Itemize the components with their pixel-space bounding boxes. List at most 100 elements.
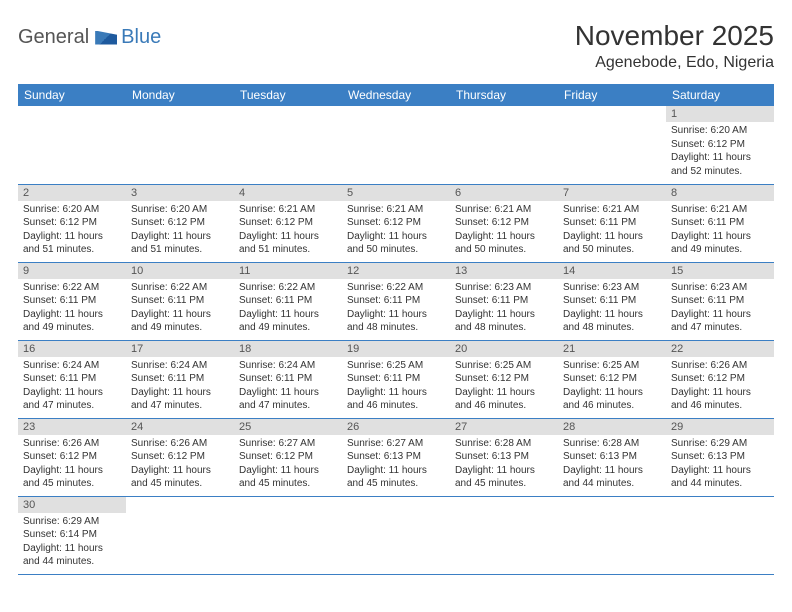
calendar-day-cell: 10Sunrise: 6:22 AMSunset: 6:11 PMDayligh… bbox=[126, 262, 234, 340]
day-number: 5 bbox=[342, 185, 450, 201]
daylight-line: Daylight: 11 hours and 46 minutes. bbox=[671, 386, 769, 413]
calendar-day-cell: 5Sunrise: 6:21 AMSunset: 6:12 PMDaylight… bbox=[342, 184, 450, 262]
sunset-line: Sunset: 6:12 PM bbox=[239, 216, 337, 230]
sunset-line: Sunset: 6:11 PM bbox=[23, 294, 121, 308]
sunrise-line: Sunrise: 6:26 AM bbox=[671, 359, 769, 373]
day-details: Sunrise: 6:21 AMSunset: 6:12 PMDaylight:… bbox=[234, 201, 342, 259]
day-number: 11 bbox=[234, 263, 342, 279]
day-details: Sunrise: 6:23 AMSunset: 6:11 PMDaylight:… bbox=[666, 279, 774, 337]
day-number: 24 bbox=[126, 419, 234, 435]
day-details: Sunrise: 6:27 AMSunset: 6:12 PMDaylight:… bbox=[234, 435, 342, 493]
day-number: 16 bbox=[18, 341, 126, 357]
day-details: Sunrise: 6:26 AMSunset: 6:12 PMDaylight:… bbox=[666, 357, 774, 415]
calendar-day-cell: 29Sunrise: 6:29 AMSunset: 6:13 PMDayligh… bbox=[666, 418, 774, 496]
sunrise-line: Sunrise: 6:27 AM bbox=[347, 437, 445, 451]
daylight-line: Daylight: 11 hours and 45 minutes. bbox=[347, 464, 445, 491]
calendar-day-cell: 16Sunrise: 6:24 AMSunset: 6:11 PMDayligh… bbox=[18, 340, 126, 418]
calendar-empty-cell bbox=[342, 496, 450, 574]
daylight-line: Daylight: 11 hours and 46 minutes. bbox=[347, 386, 445, 413]
day-header: Wednesday bbox=[342, 84, 450, 106]
sunrise-line: Sunrise: 6:25 AM bbox=[455, 359, 553, 373]
day-details: Sunrise: 6:20 AMSunset: 6:12 PMDaylight:… bbox=[126, 201, 234, 259]
day-number: 3 bbox=[126, 185, 234, 201]
day-number: 6 bbox=[450, 185, 558, 201]
daylight-line: Daylight: 11 hours and 51 minutes. bbox=[131, 230, 229, 257]
day-number: 17 bbox=[126, 341, 234, 357]
sunrise-line: Sunrise: 6:25 AM bbox=[563, 359, 661, 373]
sunrise-line: Sunrise: 6:28 AM bbox=[455, 437, 553, 451]
day-details: Sunrise: 6:21 AMSunset: 6:11 PMDaylight:… bbox=[666, 201, 774, 259]
day-details: Sunrise: 6:28 AMSunset: 6:13 PMDaylight:… bbox=[450, 435, 558, 493]
day-details: Sunrise: 6:27 AMSunset: 6:13 PMDaylight:… bbox=[342, 435, 450, 493]
day-details: Sunrise: 6:29 AMSunset: 6:14 PMDaylight:… bbox=[18, 513, 126, 571]
day-header: Thursday bbox=[450, 84, 558, 106]
sunset-line: Sunset: 6:11 PM bbox=[131, 294, 229, 308]
day-details: Sunrise: 6:22 AMSunset: 6:11 PMDaylight:… bbox=[18, 279, 126, 337]
calendar-day-cell: 9Sunrise: 6:22 AMSunset: 6:11 PMDaylight… bbox=[18, 262, 126, 340]
daylight-line: Daylight: 11 hours and 47 minutes. bbox=[671, 308, 769, 335]
daylight-line: Daylight: 11 hours and 45 minutes. bbox=[455, 464, 553, 491]
sunset-line: Sunset: 6:14 PM bbox=[23, 528, 121, 542]
calendar-week-row: 2Sunrise: 6:20 AMSunset: 6:12 PMDaylight… bbox=[18, 184, 774, 262]
calendar-body: 1Sunrise: 6:20 AMSunset: 6:12 PMDaylight… bbox=[18, 106, 774, 574]
sunset-line: Sunset: 6:12 PM bbox=[455, 216, 553, 230]
day-details: Sunrise: 6:24 AMSunset: 6:11 PMDaylight:… bbox=[126, 357, 234, 415]
sunset-line: Sunset: 6:12 PM bbox=[239, 450, 337, 464]
sunset-line: Sunset: 6:12 PM bbox=[671, 138, 769, 152]
sunrise-line: Sunrise: 6:27 AM bbox=[239, 437, 337, 451]
daylight-line: Daylight: 11 hours and 45 minutes. bbox=[239, 464, 337, 491]
calendar-day-cell: 6Sunrise: 6:21 AMSunset: 6:12 PMDaylight… bbox=[450, 184, 558, 262]
sunset-line: Sunset: 6:11 PM bbox=[239, 372, 337, 386]
sunrise-line: Sunrise: 6:24 AM bbox=[23, 359, 121, 373]
day-number: 7 bbox=[558, 185, 666, 201]
logo-text-blue: Blue bbox=[121, 26, 161, 49]
sunrise-line: Sunrise: 6:20 AM bbox=[23, 203, 121, 217]
day-header: Sunday bbox=[18, 84, 126, 106]
sunrise-line: Sunrise: 6:29 AM bbox=[671, 437, 769, 451]
sunrise-line: Sunrise: 6:28 AM bbox=[563, 437, 661, 451]
sunrise-line: Sunrise: 6:24 AM bbox=[239, 359, 337, 373]
day-details: Sunrise: 6:21 AMSunset: 6:12 PMDaylight:… bbox=[450, 201, 558, 259]
calendar-day-cell: 12Sunrise: 6:22 AMSunset: 6:11 PMDayligh… bbox=[342, 262, 450, 340]
sunset-line: Sunset: 6:11 PM bbox=[239, 294, 337, 308]
day-details: Sunrise: 6:25 AMSunset: 6:12 PMDaylight:… bbox=[450, 357, 558, 415]
sunrise-line: Sunrise: 6:21 AM bbox=[455, 203, 553, 217]
sunrise-line: Sunrise: 6:21 AM bbox=[671, 203, 769, 217]
sunrise-line: Sunrise: 6:20 AM bbox=[131, 203, 229, 217]
day-details: Sunrise: 6:24 AMSunset: 6:11 PMDaylight:… bbox=[18, 357, 126, 415]
calendar-empty-cell bbox=[126, 106, 234, 184]
daylight-line: Daylight: 11 hours and 48 minutes. bbox=[563, 308, 661, 335]
calendar-day-cell: 15Sunrise: 6:23 AMSunset: 6:11 PMDayligh… bbox=[666, 262, 774, 340]
daylight-line: Daylight: 11 hours and 48 minutes. bbox=[455, 308, 553, 335]
sunrise-line: Sunrise: 6:22 AM bbox=[239, 281, 337, 295]
day-number: 22 bbox=[666, 341, 774, 357]
day-details: Sunrise: 6:20 AMSunset: 6:12 PMDaylight:… bbox=[18, 201, 126, 259]
sunrise-line: Sunrise: 6:22 AM bbox=[23, 281, 121, 295]
daylight-line: Daylight: 11 hours and 49 minutes. bbox=[239, 308, 337, 335]
day-details: Sunrise: 6:28 AMSunset: 6:13 PMDaylight:… bbox=[558, 435, 666, 493]
calendar-empty-cell bbox=[342, 106, 450, 184]
calendar-day-cell: 3Sunrise: 6:20 AMSunset: 6:12 PMDaylight… bbox=[126, 184, 234, 262]
day-details: Sunrise: 6:26 AMSunset: 6:12 PMDaylight:… bbox=[18, 435, 126, 493]
calendar-day-cell: 2Sunrise: 6:20 AMSunset: 6:12 PMDaylight… bbox=[18, 184, 126, 262]
daylight-line: Daylight: 11 hours and 48 minutes. bbox=[347, 308, 445, 335]
day-details: Sunrise: 6:23 AMSunset: 6:11 PMDaylight:… bbox=[558, 279, 666, 337]
sunset-line: Sunset: 6:12 PM bbox=[455, 372, 553, 386]
day-details: Sunrise: 6:24 AMSunset: 6:11 PMDaylight:… bbox=[234, 357, 342, 415]
day-number: 15 bbox=[666, 263, 774, 279]
day-details: Sunrise: 6:22 AMSunset: 6:11 PMDaylight:… bbox=[342, 279, 450, 337]
calendar-week-row: 9Sunrise: 6:22 AMSunset: 6:11 PMDaylight… bbox=[18, 262, 774, 340]
day-number: 28 bbox=[558, 419, 666, 435]
sunrise-line: Sunrise: 6:21 AM bbox=[563, 203, 661, 217]
day-number: 12 bbox=[342, 263, 450, 279]
sunset-line: Sunset: 6:12 PM bbox=[23, 216, 121, 230]
calendar-day-cell: 23Sunrise: 6:26 AMSunset: 6:12 PMDayligh… bbox=[18, 418, 126, 496]
calendar-day-cell: 13Sunrise: 6:23 AMSunset: 6:11 PMDayligh… bbox=[450, 262, 558, 340]
calendar-day-cell: 28Sunrise: 6:28 AMSunset: 6:13 PMDayligh… bbox=[558, 418, 666, 496]
daylight-line: Daylight: 11 hours and 45 minutes. bbox=[131, 464, 229, 491]
calendar-day-cell: 25Sunrise: 6:27 AMSunset: 6:12 PMDayligh… bbox=[234, 418, 342, 496]
calendar-empty-cell bbox=[450, 496, 558, 574]
calendar-day-cell: 22Sunrise: 6:26 AMSunset: 6:12 PMDayligh… bbox=[666, 340, 774, 418]
daylight-line: Daylight: 11 hours and 51 minutes. bbox=[23, 230, 121, 257]
sunset-line: Sunset: 6:12 PM bbox=[347, 216, 445, 230]
